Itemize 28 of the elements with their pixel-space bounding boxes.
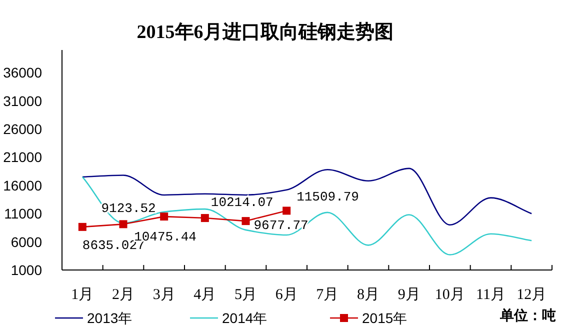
text: 单位：吨: [499, 307, 556, 323]
y-tick-label: 6000: [10, 234, 42, 250]
y-tick-label: 26000: [3, 120, 42, 137]
x-tick-label: 2月: [112, 287, 134, 303]
line-series: [82, 176, 532, 256]
y-tick-label: 21000: [3, 149, 42, 166]
x-tick-label: 12月: [516, 287, 547, 303]
x-tick-label: 8月: [357, 287, 380, 303]
y-tick-label: 11000: [4, 206, 42, 222]
x-tick-label: 11月: [476, 287, 506, 303]
x-tick-label: 4月: [194, 287, 216, 303]
data-label: 11509.79: [296, 190, 360, 205]
x-tick-label: 9月: [398, 287, 420, 303]
x-tick-label: 7月: [316, 287, 339, 303]
legend-label: 2013年: [87, 310, 132, 326]
y-tick-label: 16000: [3, 177, 42, 194]
x-tick-label: 3月: [152, 287, 176, 303]
y-tick-label: 31000: [3, 92, 42, 109]
data-label: 10214.07: [210, 195, 274, 210]
x-tick-label: 1月: [71, 287, 94, 303]
y-tick-label: 36000: [3, 64, 42, 81]
x-tick-label: 10月: [434, 287, 465, 303]
y-tick-label: 1000: [10, 262, 42, 278]
title: 2015年6月进口取向硅钢走势图: [136, 22, 394, 43]
legend-label: 2015年: [362, 310, 408, 326]
x-tick-label: 6月: [275, 287, 298, 303]
legend-label: 2014年: [222, 310, 268, 326]
x-tick-label: 5月: [234, 287, 257, 303]
